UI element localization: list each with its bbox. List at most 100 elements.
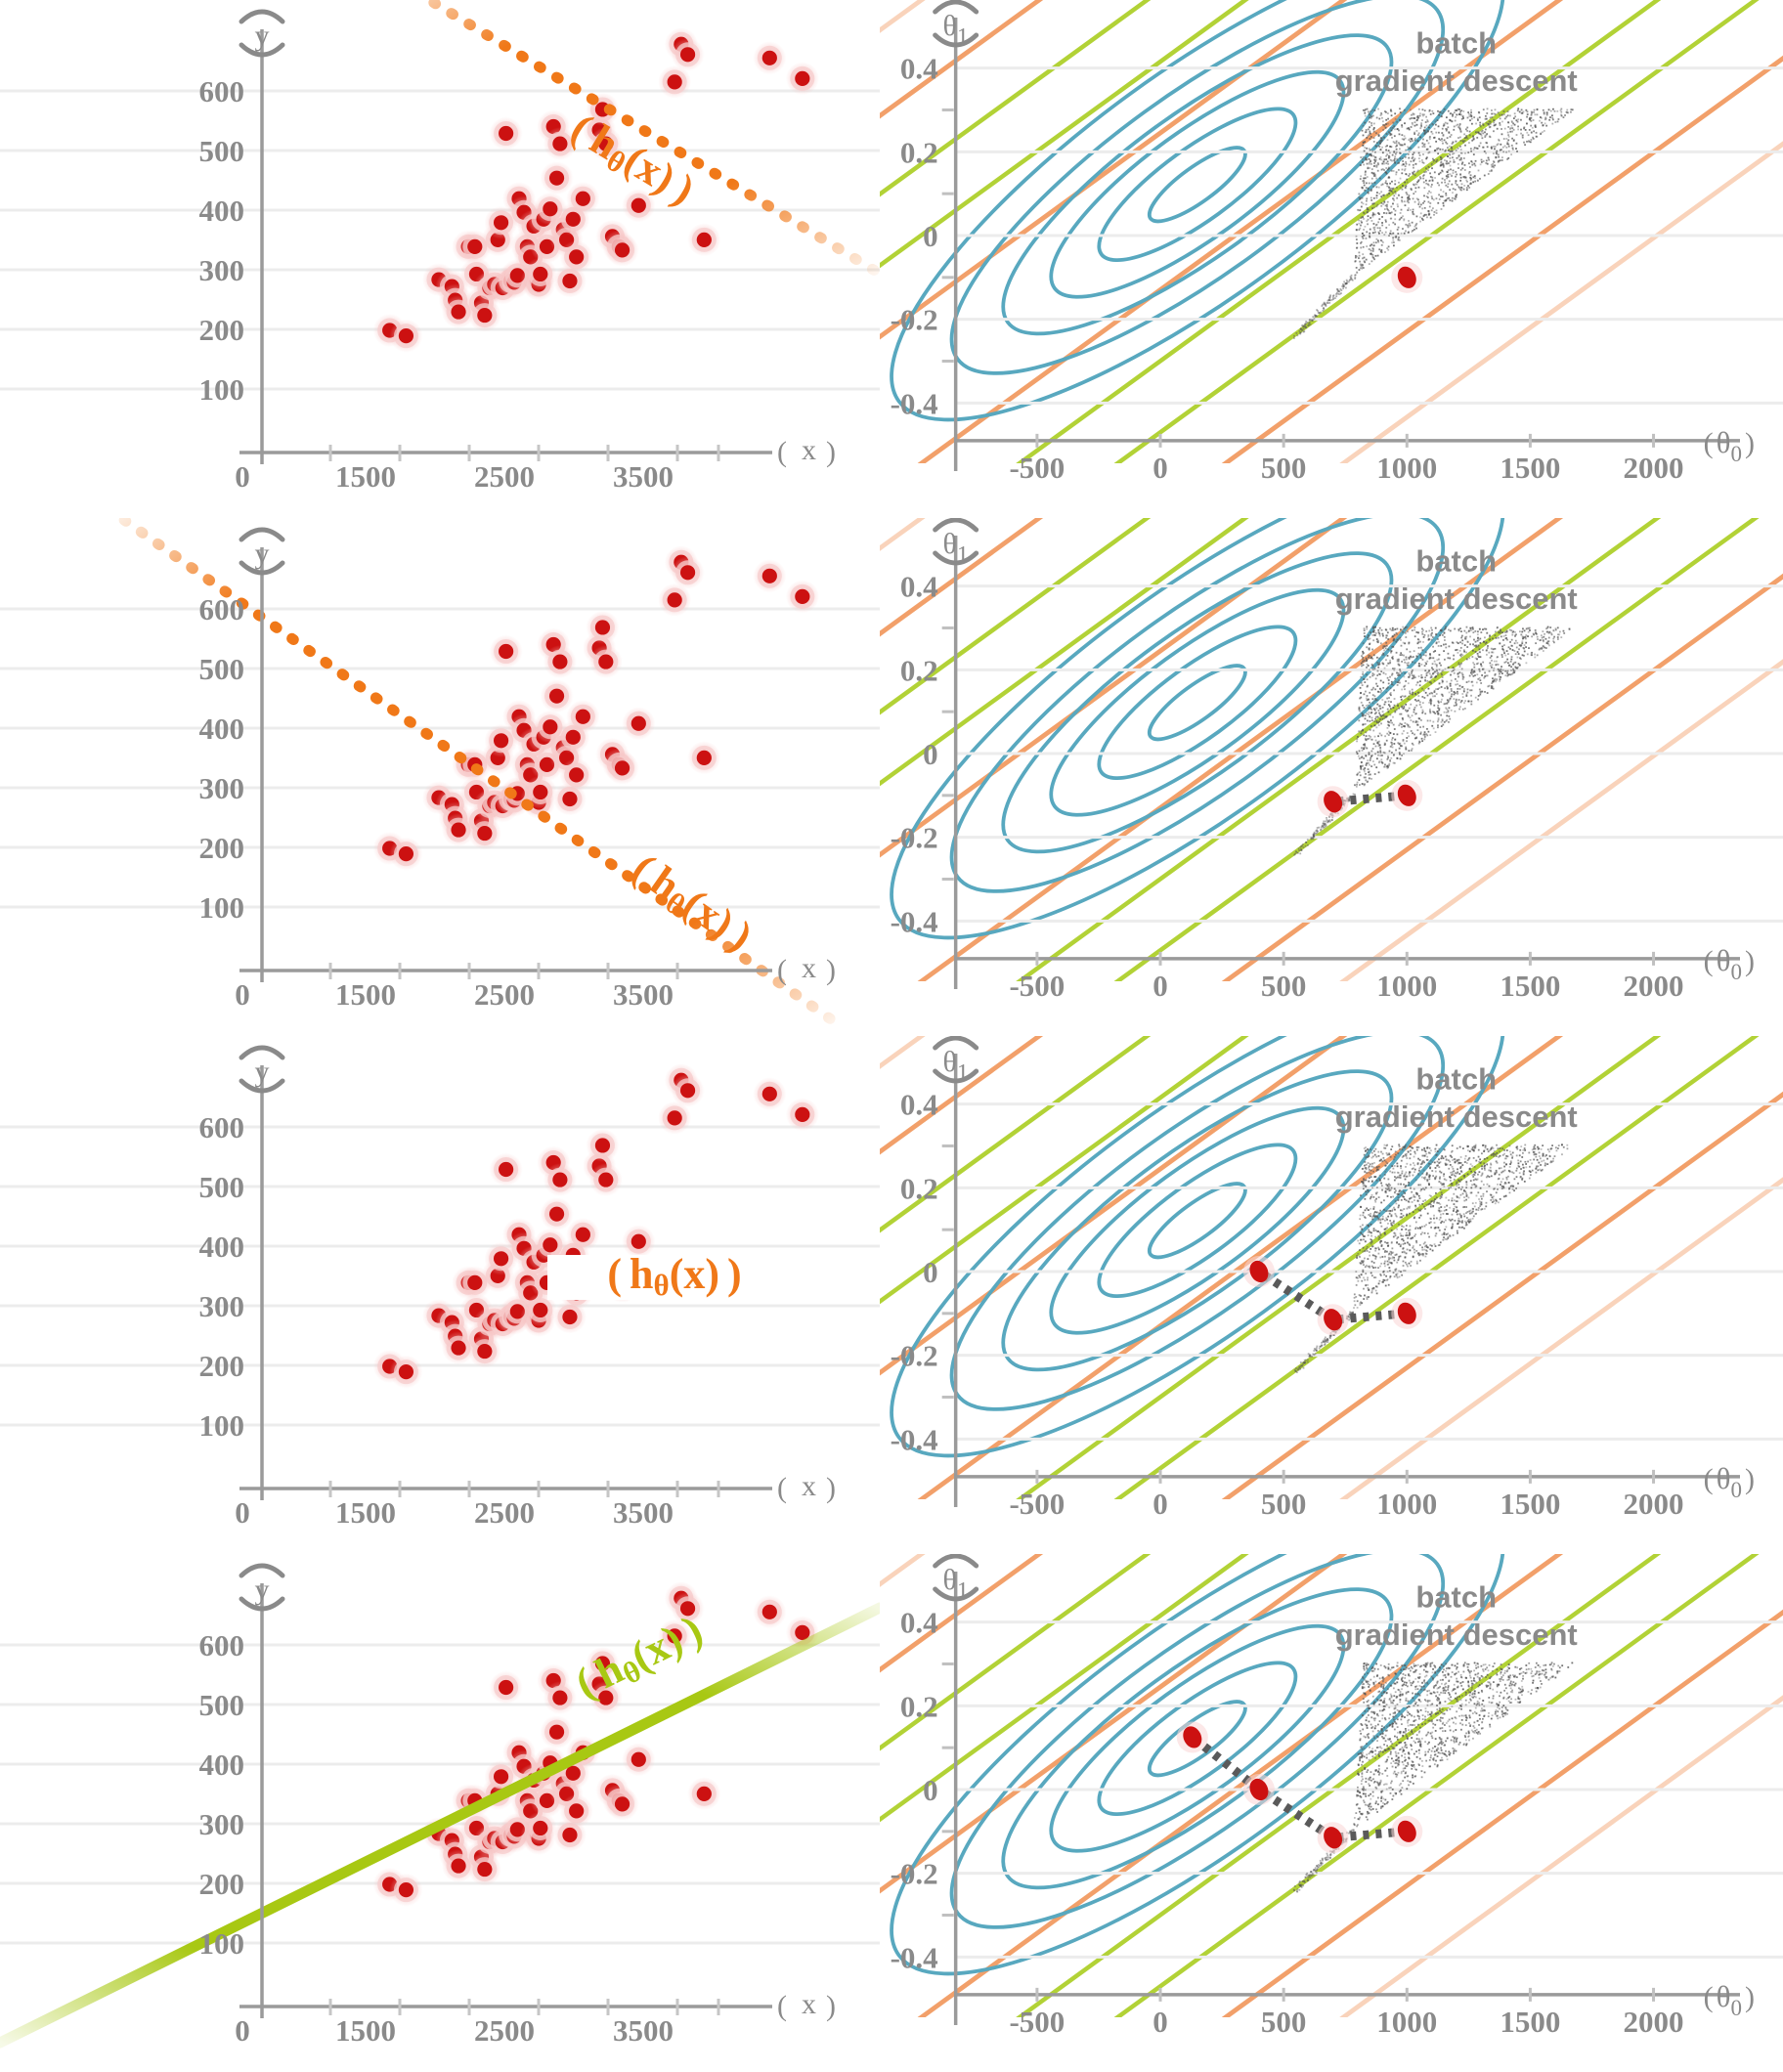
scatter-points [372, 1063, 819, 1389]
data-point [631, 197, 646, 213]
data-point [477, 825, 493, 842]
x-axis-bracket-open: ( [777, 436, 787, 468]
hypothesis-line [418, 0, 880, 280]
bgd-annotation-line2: gradient descent [1335, 1618, 1578, 1652]
contour-x-tick: 0 [1152, 2005, 1168, 2039]
path-point [1324, 791, 1343, 813]
hypothesis-line [111, 518, 847, 1032]
y-tick-400: 400 [199, 1230, 245, 1264]
gradient-descent-path [1391, 261, 1423, 293]
data-point [552, 136, 568, 151]
contour-x-tick: 1000 [1376, 451, 1437, 485]
theta0-axis-label: (θ0) [1704, 1979, 1755, 2020]
x-tick-3500: 3500 [613, 1495, 674, 1530]
theta0-axis-label: (θ0) [1704, 425, 1755, 466]
data-point [667, 74, 682, 90]
contour-x-tick: -500 [1009, 969, 1065, 1003]
contour-band [1016, 1036, 1662, 1499]
theta1-axis-label-group: θ1 [933, 0, 979, 50]
y-tick-500: 500 [199, 652, 245, 686]
contour-x-tick: 1500 [1500, 969, 1560, 1003]
theta0-axis-label: (θ0) [1704, 943, 1755, 984]
contour-y-tick: 0.2 [900, 135, 938, 169]
contour-ellipse [949, 1036, 1446, 1411]
contour-ellipse [1049, 69, 1346, 299]
contour-ellipse [1001, 33, 1394, 336]
contour-band [1339, 141, 1783, 463]
data-point [451, 1340, 466, 1356]
theta0-axis-label: (θ0) [1704, 1461, 1755, 1502]
x-axis-bracket-close: ) [826, 1472, 836, 1504]
data-point [543, 1237, 558, 1253]
y-tick-400: 400 [199, 194, 245, 228]
x-axis-bracket-close: ) [826, 436, 836, 468]
contour-x-tick: 0 [1152, 451, 1168, 485]
x-axis-bracket-open: ( [777, 1990, 787, 2022]
data-point [548, 1206, 565, 1222]
y-tick-400: 400 [199, 712, 245, 746]
data-point [533, 266, 548, 282]
axes [941, 536, 1740, 989]
x-axis-label-group: ( x ) [777, 434, 836, 468]
gridlines [0, 607, 880, 909]
data-point [548, 688, 565, 704]
theta1-axis-label: θ1 [942, 528, 968, 568]
contour-y-tick: -0.2 [891, 821, 938, 855]
x-axis-bracket-close: ) [826, 1990, 836, 2022]
contour-ellipse [1097, 107, 1298, 262]
contour-band [1016, 518, 1662, 981]
contour-y-tick: 0.4 [900, 1606, 938, 1640]
data-point [761, 1086, 777, 1101]
contour-band [1016, 1554, 1662, 2017]
gradient-descent-path [1317, 779, 1423, 818]
contour-band [1016, 0, 1662, 463]
bgd-annotation-line2: gradient descent [1335, 64, 1578, 98]
contour-band [880, 1554, 1152, 1751]
contour-x-tick: 1000 [1376, 969, 1437, 1003]
data-point [594, 620, 611, 635]
y-axis-label-group: y [239, 1563, 285, 1612]
x-ticks [328, 445, 720, 461]
x-tick-0: 0 [235, 459, 250, 494]
data-point [761, 1604, 777, 1619]
gridlines [0, 1643, 880, 1945]
speckle-callout [1292, 1662, 1574, 1893]
contour-x-tick: 0 [1152, 969, 1168, 1003]
svg-text:(hθ(x)): (hθ(x)) [607, 1250, 741, 1302]
axes [239, 547, 772, 982]
axes [941, 1054, 1740, 1507]
data-point [594, 1138, 611, 1153]
contour-band [1113, 1554, 1760, 2017]
x-tick-2500: 2500 [474, 459, 535, 494]
contour-panel: 0.4 0.2 0 -0.2 -0.4 -500 0 500 1000 1500 2000 θ1 (θ0… [880, 1036, 1783, 1554]
contour-band [1113, 1036, 1760, 1499]
data-point [562, 1827, 578, 1843]
data-point [451, 304, 466, 320]
x-axis-label: x [802, 952, 816, 984]
contour-ellipse [1097, 1143, 1298, 1298]
contour-ellipse [949, 518, 1446, 893]
contour-x-tick: 2000 [1624, 1487, 1684, 1521]
contour-y-tick: 0 [923, 219, 938, 253]
bracket-close: ) [727, 1250, 742, 1298]
y-tick-200: 200 [199, 313, 245, 347]
data-point [679, 565, 696, 581]
y-tick-600: 600 [199, 1628, 245, 1662]
data-point [795, 588, 810, 604]
scatter-points [372, 545, 819, 871]
contour-y-tick: 0.4 [900, 52, 938, 86]
data-point [499, 1161, 514, 1178]
contour-y-tick: 0.2 [900, 1689, 938, 1723]
axes [239, 1583, 772, 2018]
theta0-axis-label-group: (θ0) [1704, 1461, 1755, 1502]
contour-ellipse [890, 518, 1505, 940]
data-point [493, 733, 509, 749]
figure-row: (hθ(x)) 600 500 400 300 [0, 518, 1783, 1036]
data-point [562, 1309, 578, 1325]
path-point [1397, 1302, 1416, 1324]
y-tick-300: 300 [199, 771, 245, 805]
bgd-annotation-line2: gradient descent [1335, 582, 1578, 616]
x-tick-1500: 1500 [335, 459, 396, 494]
data-point [569, 767, 585, 783]
